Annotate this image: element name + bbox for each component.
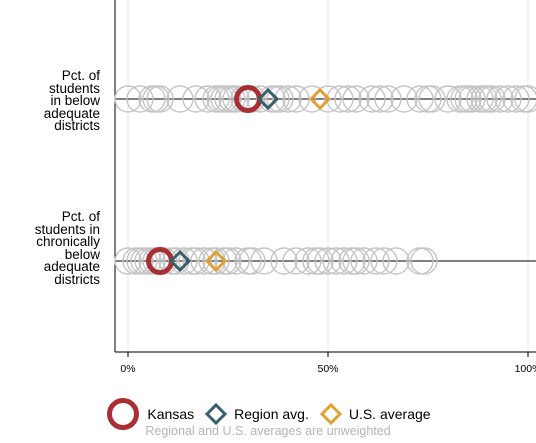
legend-item-us-average: U.S. average bbox=[319, 402, 431, 426]
state-point bbox=[342, 85, 370, 113]
state-point bbox=[306, 247, 334, 275]
state-point bbox=[182, 85, 210, 113]
state-point bbox=[314, 85, 342, 113]
legend-item-region-avg: Region avg. bbox=[204, 402, 309, 426]
state-point bbox=[374, 85, 402, 113]
state-point bbox=[434, 85, 462, 113]
state-point bbox=[266, 85, 294, 113]
state-point bbox=[342, 247, 370, 275]
row-label-below-adequate: Pct. of students in below adequate distr… bbox=[43, 68, 100, 133]
legend-item-kansas: Kansas bbox=[105, 396, 194, 432]
state-point bbox=[222, 85, 250, 113]
state-point bbox=[250, 247, 278, 275]
legend-label-region-avg: Region avg. bbox=[234, 406, 309, 422]
row-label-chronically-below-adequate: Pct. of students in chronically below ad… bbox=[34, 209, 100, 287]
state-point bbox=[194, 85, 222, 113]
state-point bbox=[214, 247, 242, 275]
state-point bbox=[114, 85, 142, 113]
state-point bbox=[390, 85, 418, 113]
state-point bbox=[382, 247, 410, 275]
legend-label-kansas: Kansas bbox=[147, 406, 195, 422]
state-point bbox=[294, 247, 322, 275]
state-point bbox=[246, 85, 274, 113]
state-point bbox=[126, 85, 154, 113]
state-point bbox=[502, 85, 530, 113]
state-point bbox=[366, 85, 394, 113]
state-point bbox=[298, 85, 326, 113]
state-point bbox=[350, 247, 378, 275]
state-point bbox=[270, 247, 298, 275]
state-point bbox=[358, 85, 386, 113]
legend: Kansas Region avg. U.S. average bbox=[0, 396, 536, 432]
state-point bbox=[238, 247, 266, 275]
state-point bbox=[314, 247, 342, 275]
x-tick-label: 50% bbox=[317, 363, 338, 375]
state-point bbox=[282, 247, 310, 275]
us-average-point bbox=[204, 249, 228, 273]
state-point bbox=[334, 85, 362, 113]
state-point bbox=[494, 85, 522, 113]
state-point bbox=[202, 247, 230, 275]
state-point bbox=[486, 85, 514, 113]
state-point bbox=[146, 85, 174, 113]
legend-marker-kansas bbox=[107, 398, 140, 430]
state-point bbox=[458, 85, 486, 113]
state-point bbox=[418, 85, 446, 113]
state-point bbox=[362, 247, 390, 275]
legend-marker-us-average bbox=[319, 402, 342, 426]
state-point bbox=[114, 247, 142, 275]
state-point bbox=[330, 247, 358, 275]
legend-marker-region-avg bbox=[205, 402, 228, 426]
region-avg-point bbox=[168, 249, 192, 273]
x-tick-label: 100% bbox=[515, 363, 536, 375]
footnote: Regional and U.S. averages are unweighte… bbox=[145, 424, 391, 438]
state-point bbox=[322, 247, 350, 275]
region-avg-point bbox=[256, 87, 280, 111]
state-point bbox=[410, 247, 438, 275]
state-point bbox=[406, 85, 434, 113]
state-point bbox=[478, 85, 506, 113]
state-point bbox=[514, 85, 536, 113]
x-tick-label: 0% bbox=[120, 363, 135, 375]
state-point bbox=[370, 247, 398, 275]
legend-label-us-average: U.S. average bbox=[348, 406, 431, 422]
us-average-point bbox=[308, 87, 332, 111]
state-point bbox=[166, 85, 194, 113]
